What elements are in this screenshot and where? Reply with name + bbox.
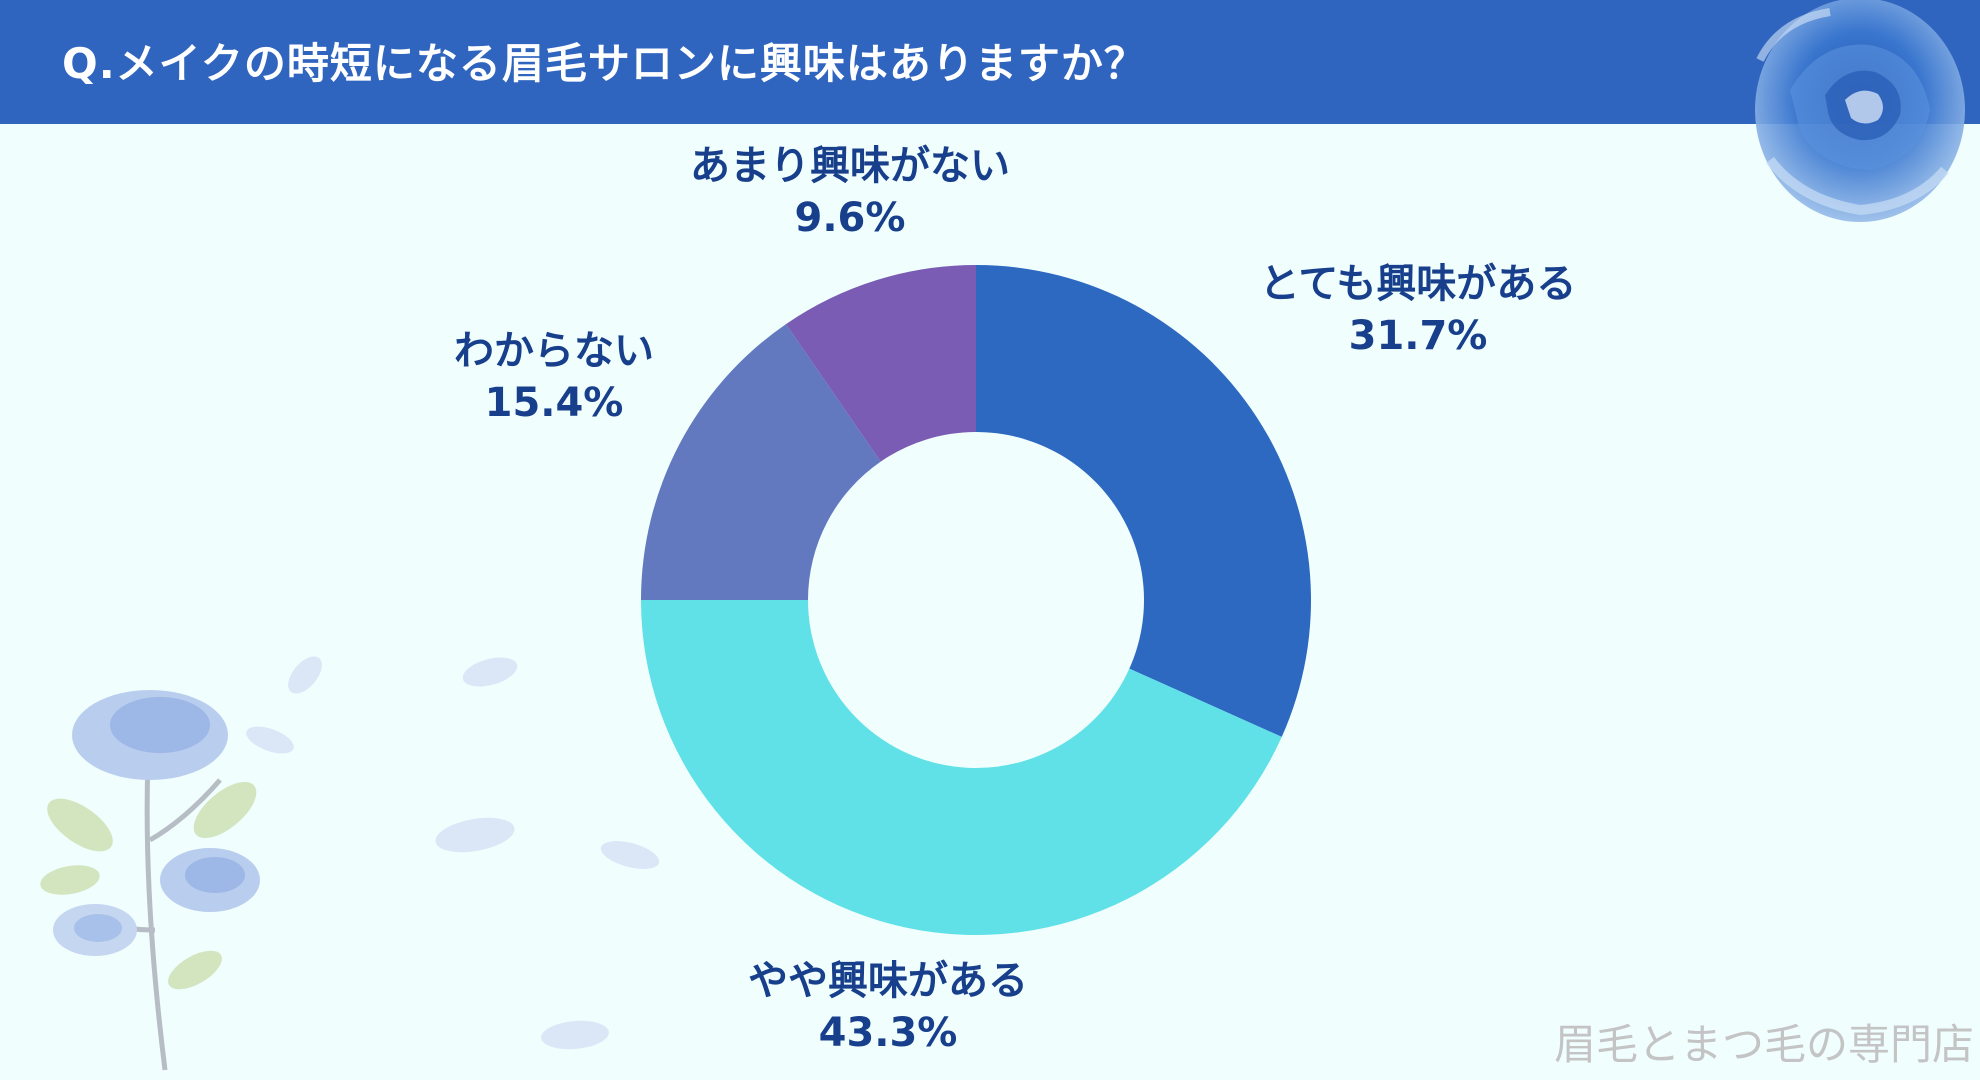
slice-label-2: やや興味がある 43.3% <box>748 955 1028 1059</box>
slice-name: あまり興味がない <box>690 143 1010 189</box>
slice-percent: 43.3% <box>818 1010 958 1056</box>
slice-label-4: あまり興味がない 9.6% <box>690 140 1010 244</box>
slice-percent: 9.6% <box>794 195 906 241</box>
header-bar <box>0 0 1980 124</box>
page-title: Q.メイクの時短になる眉毛サロンに興味はありますか？ <box>62 39 1147 88</box>
slice-label-1: とても興味がある 31.7% <box>1260 258 1577 362</box>
donut-slice-2 <box>641 600 1282 936</box>
slice-label-3: わからない 15.4% <box>454 325 654 429</box>
slice-percent: 31.7% <box>1348 313 1488 359</box>
watermark-text: 眉毛とまつ毛の専門店 <box>1553 1020 1974 1069</box>
slice-name: やや興味がある <box>748 958 1028 1004</box>
rose-branch-illustration <box>40 656 660 1071</box>
rose-illustration <box>1755 0 1965 222</box>
slice-name: とても興味がある <box>1259 261 1577 307</box>
donut-slice-3 <box>641 324 881 600</box>
slice-name: わからない <box>454 328 654 374</box>
slice-percent: 15.4% <box>484 380 624 426</box>
donut-slice-1 <box>976 265 1311 737</box>
donut-slice-4 <box>785 265 976 462</box>
